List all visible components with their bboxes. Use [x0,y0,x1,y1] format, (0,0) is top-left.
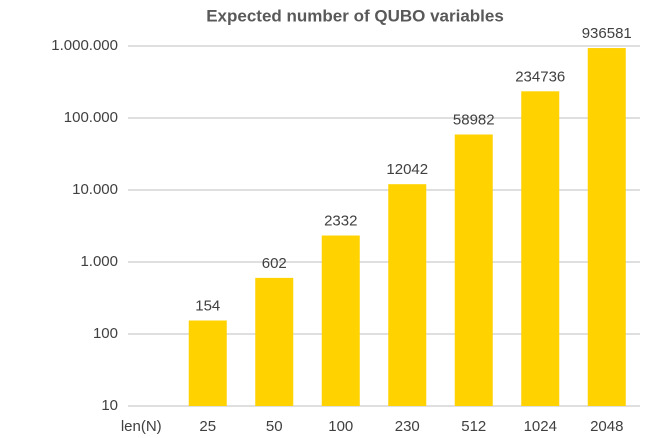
bar [255,277,294,406]
x-tick-label: 512 [461,418,486,435]
y-tick-label: 100.000 [64,109,118,126]
data-label: 234736 [515,68,565,85]
x-tick-label: 100 [328,418,353,435]
data-label: 154 [195,297,220,314]
data-label: 58982 [453,111,495,128]
bar [587,48,626,406]
x-tick-label: 50 [266,418,283,435]
x-tick-label: 1024 [524,418,557,435]
data-label: 936581 [582,25,632,42]
bar [454,134,493,407]
y-tick-label: 1.000 [80,253,118,270]
y-tick-label: 100 [93,325,118,342]
x-tick-label: 230 [395,418,420,435]
chart-title: Expected number of QUBO variables [206,6,504,25]
bar [388,184,427,406]
data-label: 602 [262,255,287,272]
x-tick-label: len(N) [121,418,162,435]
data-label: 2332 [324,212,357,229]
bar [188,320,227,406]
bar [321,235,360,406]
y-tick-label: 1.000.000 [51,37,118,54]
data-label: 12042 [386,161,428,178]
x-tick-label: 25 [199,418,216,435]
y-tick-label: 10 [101,397,118,414]
y-tick-label: 10.000 [72,181,118,198]
bar [521,91,560,406]
x-tick-label: 2048 [590,418,623,435]
